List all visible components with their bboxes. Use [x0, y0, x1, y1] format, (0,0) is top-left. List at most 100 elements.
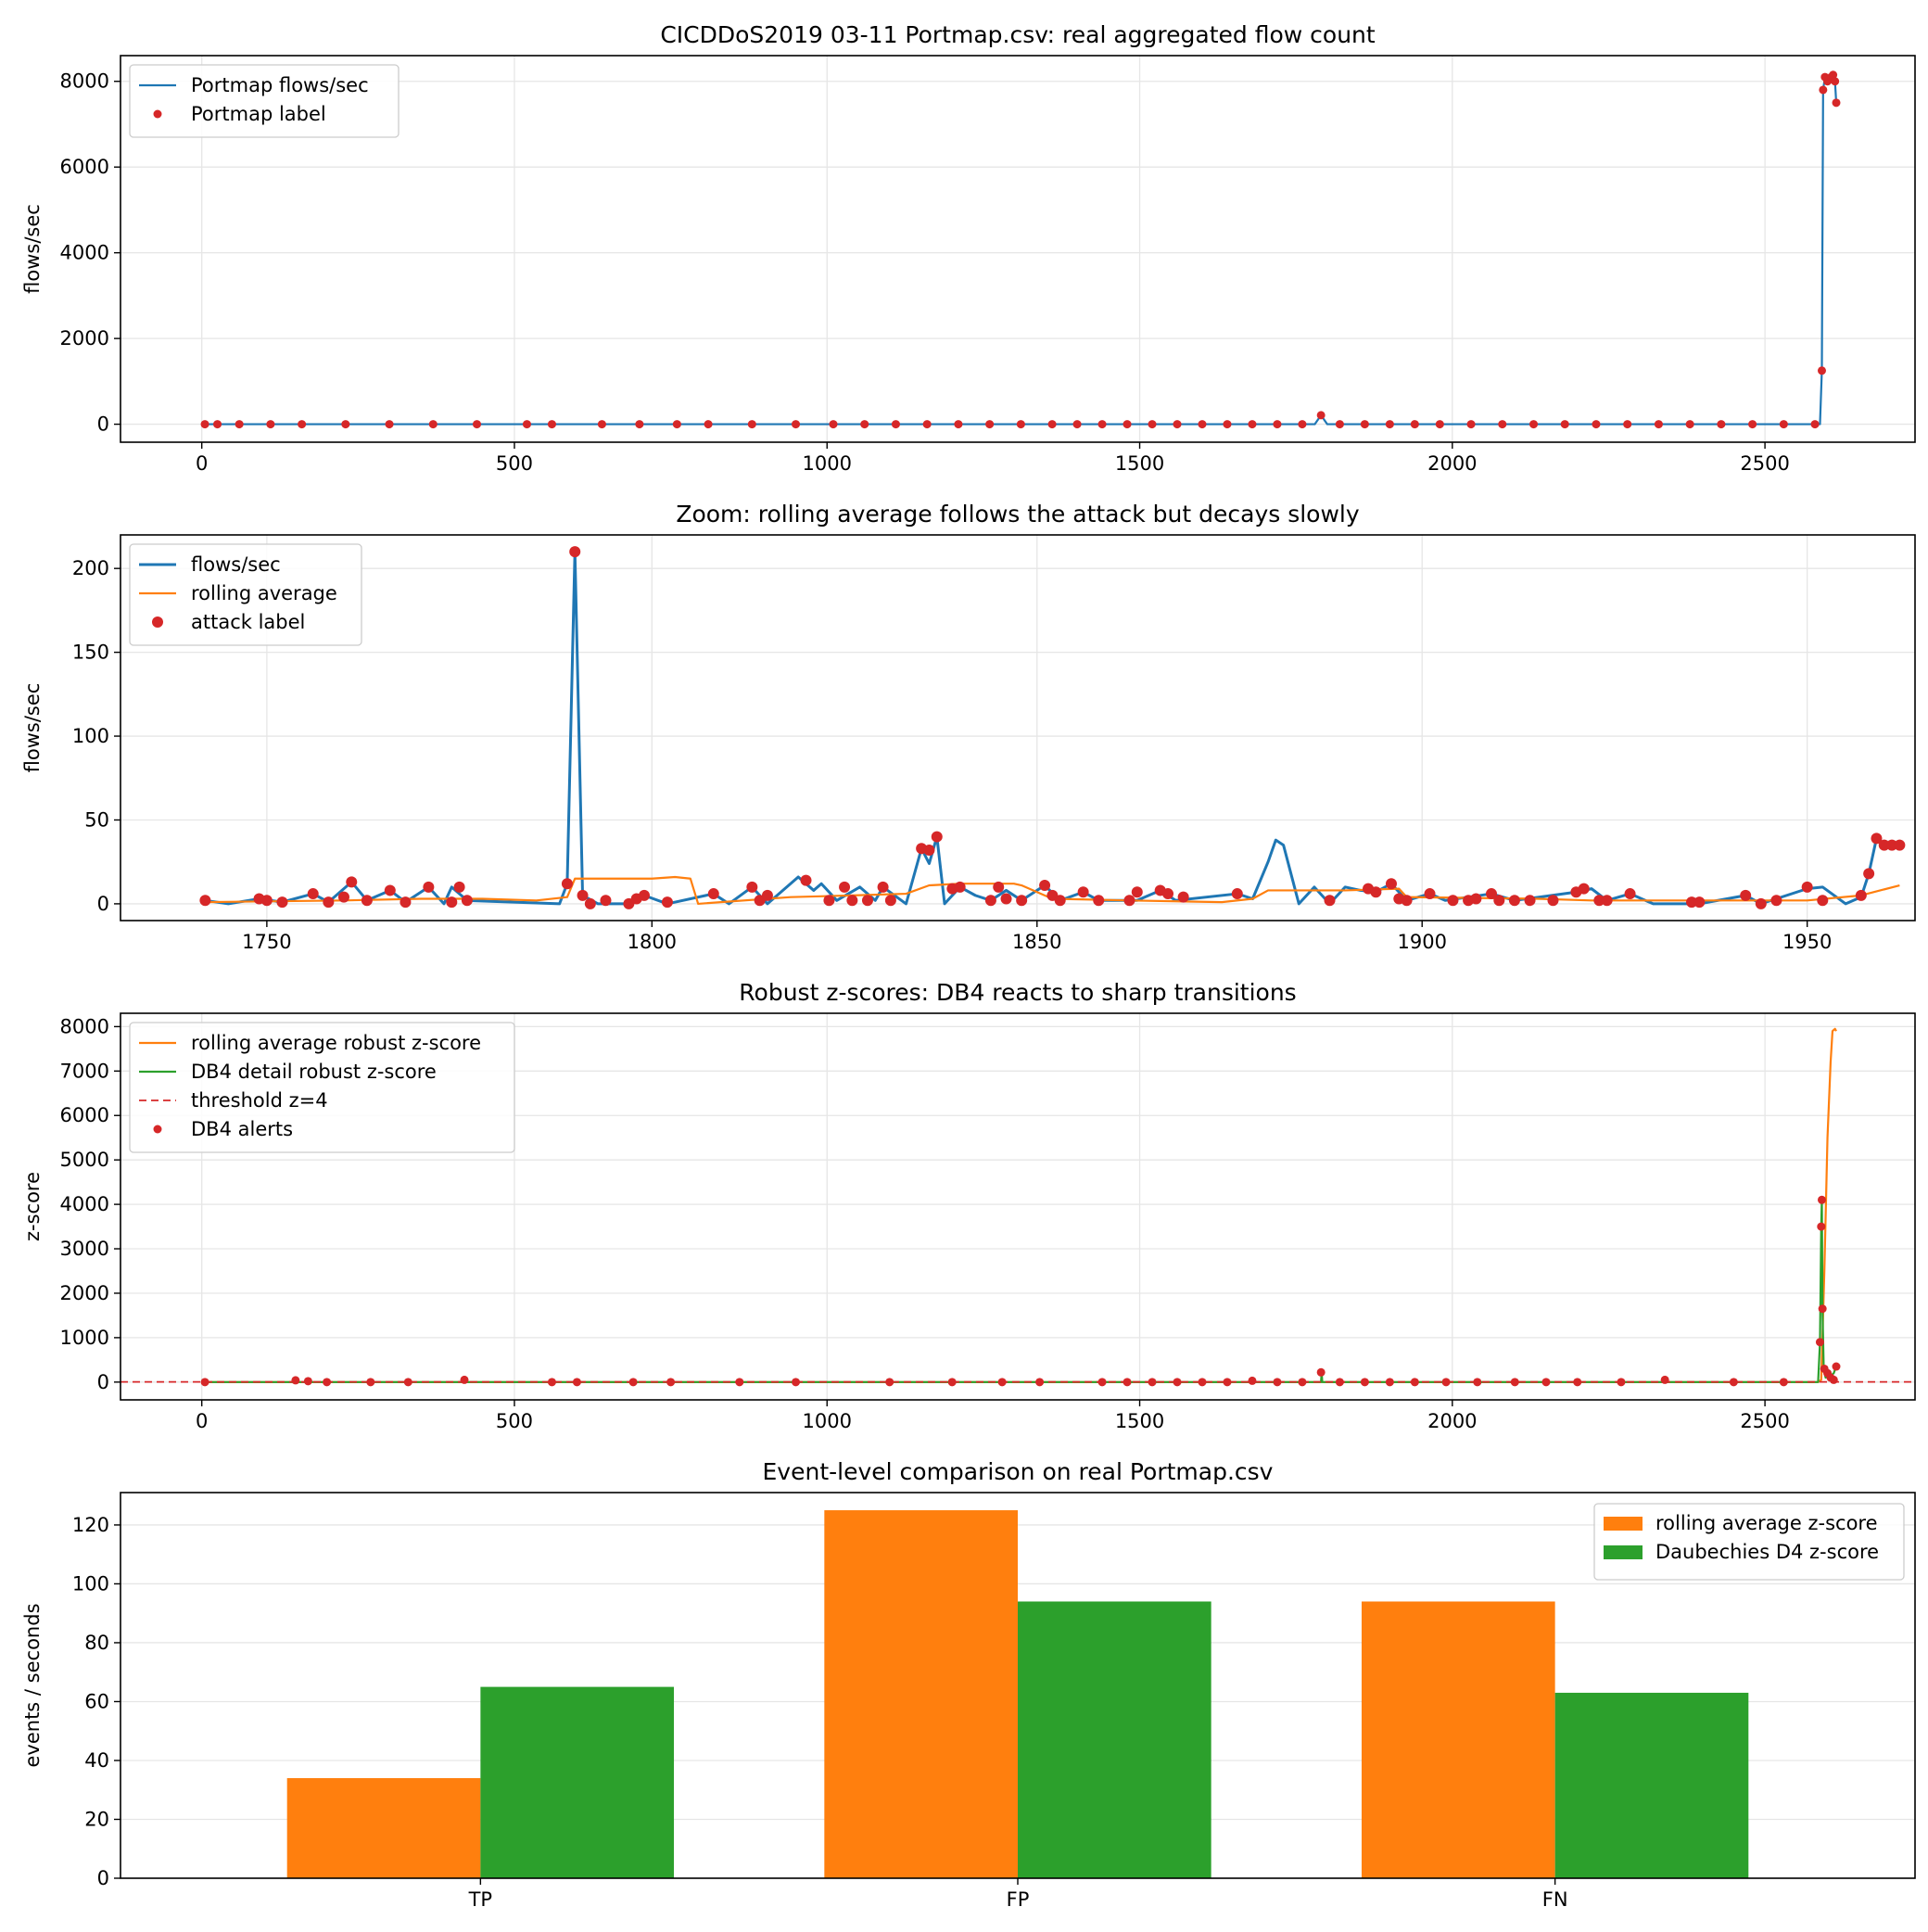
subplot-2: 1750 1800 1850 1900 1950 0 50 100 150 200 flows/se… [21, 501, 1916, 953]
data-point [1770, 895, 1782, 907]
x-tick-label: 1000 [803, 1410, 852, 1432]
data-point [884, 895, 896, 907]
subplot-title: CICDDoS2019 03-11 Portmap.csv: real aggr… [660, 21, 1376, 48]
x-tick-label: 1500 [1115, 1410, 1164, 1432]
data-point [323, 1378, 332, 1387]
data-point [1560, 420, 1569, 429]
subplot-3: 0 500 1000 1500 2000 2500 0 1000 2000 3000 4000 500… [21, 979, 1916, 1432]
y-tick-label: 1000 [60, 1327, 109, 1349]
subplot-title: Event-level comparison on real Portmap.c… [763, 1458, 1274, 1485]
data-point [735, 1378, 744, 1387]
data-point [1817, 1195, 1826, 1204]
x-tick-label: 500 [496, 1410, 533, 1432]
data-point [1573, 1378, 1582, 1387]
data-point [800, 874, 812, 886]
data-point [1123, 895, 1135, 907]
y-tick-label: 0 [97, 1371, 109, 1393]
y-tick-label: 150 [72, 642, 109, 664]
y-tick-label: 120 [72, 1514, 109, 1536]
data-point [1685, 420, 1694, 429]
x-tick-label: 0 [196, 1410, 208, 1432]
data-point [1623, 420, 1632, 429]
data-point [672, 420, 681, 429]
data-point [1470, 893, 1482, 905]
legend-swatch [1604, 1545, 1643, 1559]
legend-box [129, 1022, 515, 1153]
data-point [366, 1378, 375, 1387]
data-point [561, 878, 573, 890]
y-tick-label: 0 [97, 893, 109, 915]
x-tick-label: 0 [196, 452, 208, 475]
data-point [1173, 420, 1182, 429]
data-point [1529, 420, 1539, 429]
y-tick-label: 100 [72, 725, 109, 747]
data-point [260, 895, 273, 907]
y-tick-label: 80 [84, 1632, 109, 1654]
data-point [1547, 895, 1559, 907]
data-point [213, 420, 222, 429]
legend-marker [153, 1125, 162, 1134]
plot-frame [120, 534, 1916, 922]
data-point [1541, 1378, 1551, 1387]
data-point [577, 889, 589, 901]
data-point [1123, 1378, 1132, 1387]
data-point [861, 895, 873, 907]
data-point [792, 420, 801, 429]
data-point [829, 420, 838, 429]
data-point [1592, 420, 1601, 429]
data-point [1817, 1222, 1826, 1231]
data-point [1654, 420, 1663, 429]
data-point [522, 420, 531, 429]
data-point [460, 1375, 469, 1384]
data-point [1829, 1375, 1838, 1384]
x-tick-label: 2000 [1427, 1410, 1477, 1432]
data-point [428, 420, 438, 429]
data-point [276, 896, 288, 909]
data-point [1335, 420, 1344, 429]
data-point [597, 420, 606, 429]
data-point [1198, 1378, 1207, 1387]
data-point [547, 1378, 556, 1387]
data-point [1148, 420, 1157, 429]
data-point [235, 420, 244, 429]
series-line-2 [201, 1199, 1838, 1383]
y-tick-label: 5000 [60, 1149, 109, 1171]
data-point [1863, 868, 1875, 880]
data-point [1177, 891, 1189, 903]
data-point [1831, 77, 1840, 86]
x-tick-label: 1500 [1115, 452, 1164, 475]
data-point [1832, 98, 1841, 108]
subplot-title: Robust z-scores: DB4 reacts to sharp tra… [739, 979, 1296, 1006]
data-point [1441, 1378, 1451, 1387]
legend-label: Daubechies D4 z-score [1655, 1541, 1879, 1563]
data-point [1000, 893, 1012, 905]
data-point [1693, 896, 1706, 909]
data-point [947, 1378, 957, 1387]
data-point [453, 881, 465, 893]
legend-label: rolling average [191, 582, 337, 604]
y-tick-label: 6000 [60, 156, 109, 178]
y-axis-label: flows/sec [21, 204, 44, 294]
data-point [954, 420, 963, 429]
x-tick-label: 1800 [628, 931, 677, 953]
data-point [298, 420, 307, 429]
data-point [1578, 883, 1590, 895]
data-point [984, 895, 996, 907]
data-point [1173, 1378, 1182, 1387]
legend-label: DB4 alerts [191, 1118, 293, 1140]
data-point [891, 420, 900, 429]
data-point [993, 881, 1005, 893]
data-point [1410, 1378, 1419, 1387]
y-tick-label: 8000 [60, 70, 109, 93]
legend-label: DB4 detail robust z-score [191, 1061, 437, 1083]
legend-label: rolling average z-score [1655, 1512, 1878, 1534]
data-point [1097, 420, 1107, 429]
y-tick-label: 0 [97, 413, 109, 436]
data-point [1131, 886, 1143, 898]
data-point [1779, 420, 1788, 429]
plot-area [200, 70, 1841, 429]
data-point [1508, 895, 1520, 907]
data-point [1360, 1378, 1369, 1387]
data-point [569, 546, 581, 558]
data-point [1498, 420, 1507, 429]
